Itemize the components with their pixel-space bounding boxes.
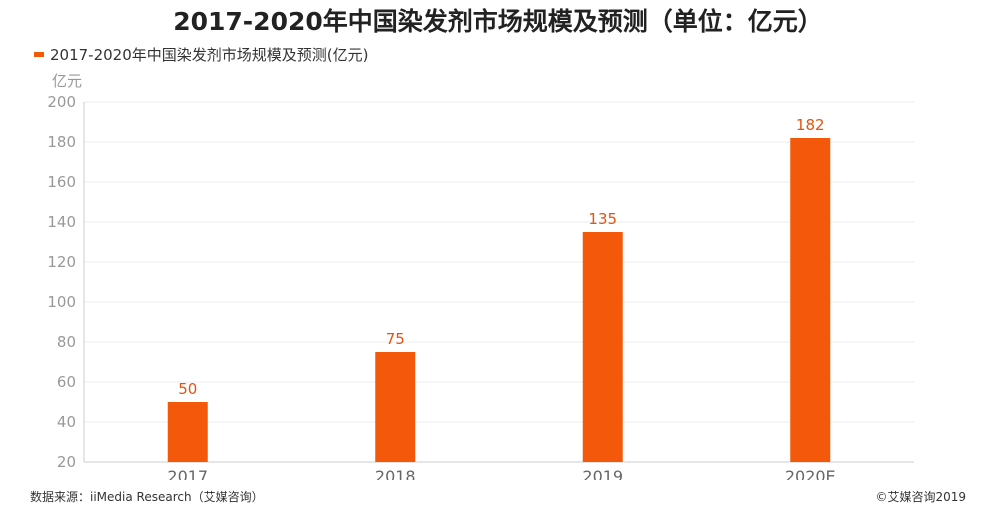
bars	[167, 138, 831, 462]
x-tick-label: 2018	[375, 467, 416, 480]
x-tick-label: 2019	[582, 467, 623, 480]
data-label: 182	[796, 116, 825, 134]
y-tick-label: 20	[57, 453, 76, 471]
bar	[582, 232, 623, 462]
data-label: 135	[588, 210, 617, 228]
data-label: 50	[178, 380, 197, 398]
bar	[375, 352, 416, 462]
legend: 2017-2020年中国染发剂市场规模及预测(亿元)	[34, 44, 368, 65]
grid-lines	[84, 101, 914, 423]
data-label: 75	[386, 330, 405, 348]
y-tick-label: 100	[47, 293, 76, 311]
y-tick-label: 40	[57, 413, 76, 431]
y-tick-label: 180	[47, 133, 76, 151]
data-labels: 50 75 135 182	[178, 116, 824, 398]
y-tick-label: 200	[47, 93, 76, 111]
copyright-note: ©艾媒咨询2019	[875, 490, 966, 504]
bar	[167, 402, 208, 462]
legend-swatch	[34, 52, 44, 57]
y-tick-label: 140	[47, 213, 76, 231]
bar	[790, 138, 831, 462]
x-tick-label: 2017	[167, 467, 208, 480]
y-tick-label: 160	[47, 173, 76, 191]
legend-label: 2017-2020年中国染发剂市场规模及预测(亿元)	[50, 46, 369, 64]
y-tick-label: 120	[47, 253, 76, 271]
bar-chart: 20 40 60 80 100 120 140 160 180 200 2017 2018 2019 20…	[47, 72, 914, 480]
x-tick-label: 2020E	[785, 467, 836, 480]
y-tick-label: 80	[57, 333, 76, 351]
axes: 20 40 60 80 100 120 140 160 180 200 2017 2018 2019 20…	[47, 93, 914, 480]
y-tick-label: 60	[57, 373, 76, 391]
chart-title: 2017-2020年中国染发剂市场规模及预测（单位：亿元）	[173, 7, 823, 36]
data-source-note: 数据来源：iiMedia Research（艾媒咨询）	[30, 490, 264, 504]
y-axis-unit-label: 亿元	[52, 72, 82, 90]
